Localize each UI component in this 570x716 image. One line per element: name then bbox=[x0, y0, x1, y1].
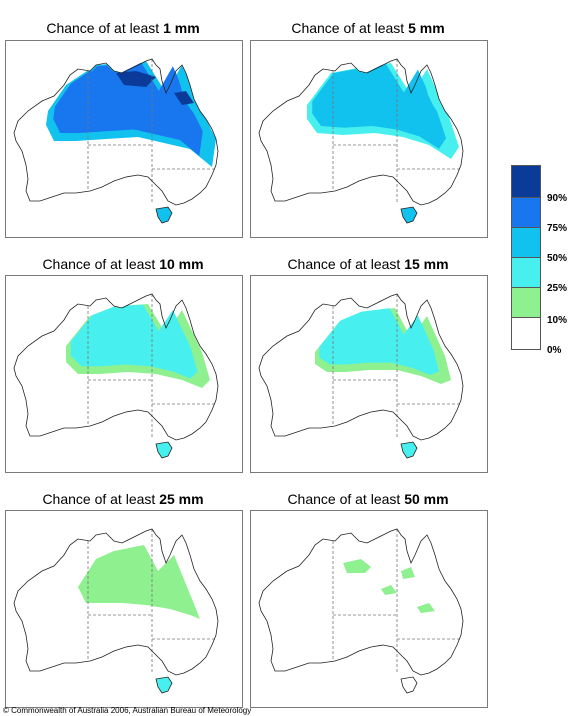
legend-swatch-0 bbox=[511, 317, 541, 350]
tasmania bbox=[400, 441, 418, 459]
panel-title: Chance of at least 15 mm bbox=[250, 256, 486, 272]
legend-label-0: 0% bbox=[547, 345, 562, 356]
panel-title-prefix: Chance of at least bbox=[42, 491, 156, 507]
state-borders bbox=[87, 529, 216, 673]
state-borders bbox=[332, 529, 461, 673]
map-1mm bbox=[5, 40, 243, 238]
rain-probability-core bbox=[70, 304, 198, 379]
coastline bbox=[258, 293, 464, 441]
state-borders bbox=[87, 294, 216, 438]
panel-title-amount: 1 mm bbox=[163, 20, 200, 36]
coastline bbox=[13, 58, 219, 206]
state-borders bbox=[332, 59, 461, 203]
coastline bbox=[258, 528, 464, 676]
australia-map bbox=[13, 58, 219, 224]
coastline bbox=[258, 58, 464, 206]
panel-title-prefix: Chance of at least bbox=[291, 20, 405, 36]
panel-title-prefix: Chance of at least bbox=[287, 256, 401, 272]
panel-title: Chance of at least 1 mm bbox=[5, 20, 241, 36]
legend-swatch-50 bbox=[511, 227, 541, 258]
panel-title: Chance of at least 25 mm bbox=[5, 491, 241, 507]
australia-map bbox=[258, 293, 464, 459]
rain-probability-core bbox=[53, 62, 203, 156]
panel-title-amount: 5 mm bbox=[408, 20, 445, 36]
legend-label-75: 75% bbox=[547, 223, 568, 234]
australia-map bbox=[13, 528, 219, 694]
legend-swatch-25 bbox=[511, 257, 541, 288]
copyright-notice: © Commonwealth of Australia 2006, Austra… bbox=[3, 706, 252, 715]
coastline bbox=[13, 528, 219, 676]
rain-probability-band bbox=[343, 559, 435, 613]
australia-map bbox=[13, 293, 219, 459]
panel-title-amount: 10 mm bbox=[159, 256, 204, 272]
panel-title-amount: 50 mm bbox=[404, 491, 449, 507]
tasmania bbox=[400, 206, 418, 224]
panel-title: Chance of at least 50 mm bbox=[250, 491, 486, 507]
panel-title: Chance of at least 5 mm bbox=[250, 20, 486, 36]
map-10mm bbox=[5, 275, 243, 473]
tasmania bbox=[155, 676, 173, 694]
legend-swatch-90 bbox=[511, 165, 541, 198]
australia-map bbox=[258, 528, 464, 694]
legend-swatch-10 bbox=[511, 287, 541, 318]
state-borders bbox=[87, 59, 216, 203]
panel-title-prefix: Chance of at least bbox=[46, 20, 160, 36]
legend-label-10: 10% bbox=[547, 315, 568, 326]
legend-swatch-75 bbox=[511, 197, 541, 228]
map-25mm bbox=[5, 510, 243, 708]
tasmania bbox=[155, 206, 173, 224]
legend-label-50: 50% bbox=[547, 253, 568, 264]
panel-title-amount: 25 mm bbox=[159, 491, 204, 507]
rain-probability-core bbox=[312, 64, 447, 149]
australia-map bbox=[258, 58, 464, 224]
mainland bbox=[259, 529, 463, 675]
map-15mm bbox=[250, 275, 488, 473]
map-5mm bbox=[250, 40, 488, 238]
coastline bbox=[13, 293, 219, 441]
panel-title: Chance of at least 10 mm bbox=[5, 256, 241, 272]
rain-probability-peak bbox=[116, 71, 194, 105]
panel-title-prefix: Chance of at least bbox=[287, 491, 401, 507]
rain-probability-core bbox=[319, 308, 439, 376]
state-borders bbox=[332, 294, 461, 438]
legend-label-90: 90% bbox=[547, 193, 568, 204]
panel-title-amount: 15 mm bbox=[404, 256, 449, 272]
legend-label-25: 25% bbox=[547, 283, 568, 294]
tasmania bbox=[400, 676, 418, 694]
rain-probability-band bbox=[78, 545, 200, 619]
tasmania bbox=[155, 441, 173, 459]
panel-title-prefix: Chance of at least bbox=[42, 256, 156, 272]
map-50mm bbox=[250, 510, 488, 708]
